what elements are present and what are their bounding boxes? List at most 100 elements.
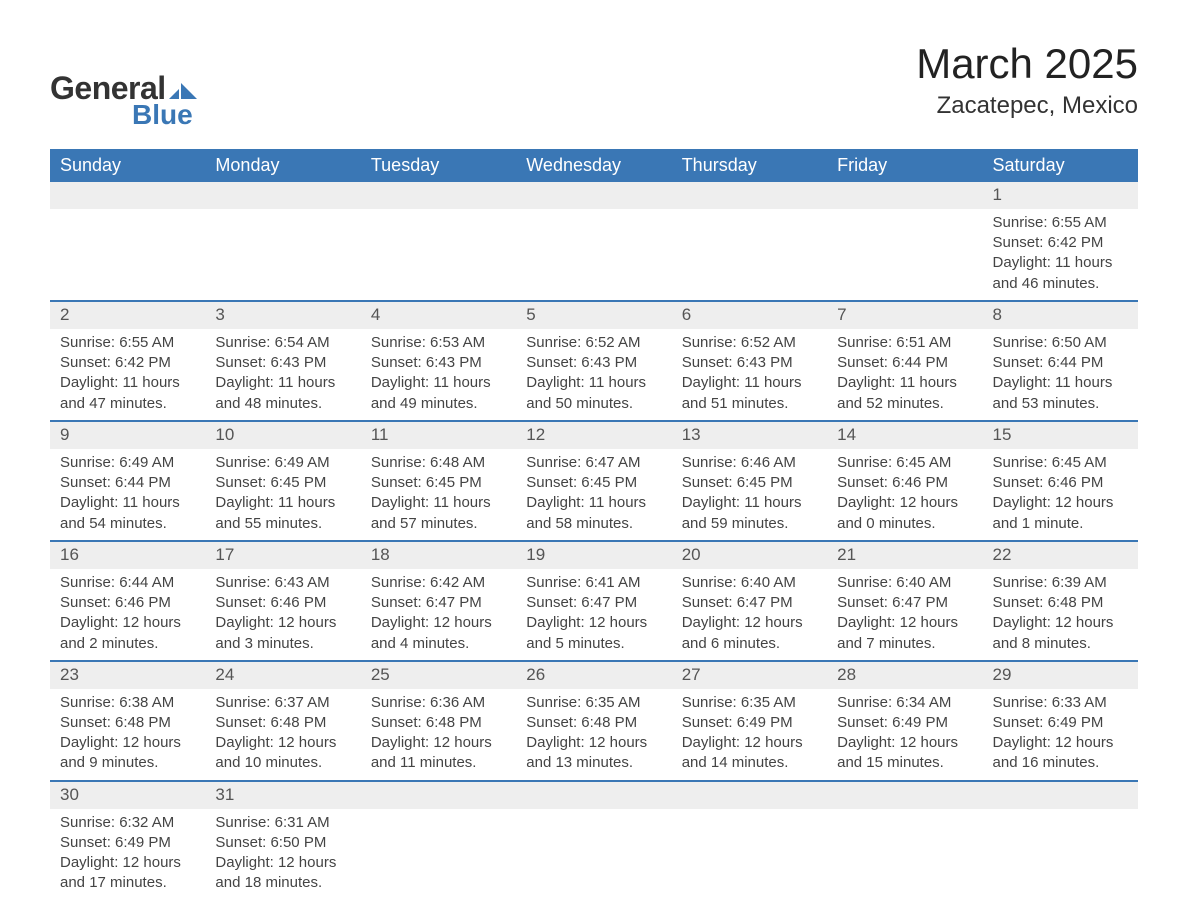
day-header: Wednesday [516, 149, 671, 182]
day-detail-cell: Sunrise: 6:51 AMSunset: 6:44 PMDaylight:… [827, 329, 982, 421]
detail-line: and 14 minutes. [682, 753, 817, 773]
detail-line: Daylight: 12 hours [993, 733, 1128, 753]
day-number-row: 9101112131415 [50, 421, 1138, 449]
detail-line: Sunrise: 6:55 AM [60, 333, 195, 353]
day-detail-row: Sunrise: 6:32 AMSunset: 6:49 PMDaylight:… [50, 809, 1138, 900]
day-number-cell: 15 [983, 421, 1138, 449]
day-number-cell: 6 [672, 301, 827, 329]
detail-line: Sunrise: 6:40 AM [682, 573, 817, 593]
detail-line: Sunset: 6:43 PM [371, 353, 506, 373]
detail-line: and 50 minutes. [526, 394, 661, 414]
detail-line: Daylight: 12 hours [526, 733, 661, 753]
day-detail-row: Sunrise: 6:55 AMSunset: 6:42 PMDaylight:… [50, 209, 1138, 301]
detail-line: Daylight: 12 hours [371, 613, 506, 633]
day-detail-cell: Sunrise: 6:34 AMSunset: 6:49 PMDaylight:… [827, 689, 982, 781]
day-number-cell: 3 [205, 301, 360, 329]
day-number-cell: 13 [672, 421, 827, 449]
day-number-row: 2345678 [50, 301, 1138, 329]
day-header-row: SundayMondayTuesdayWednesdayThursdayFrid… [50, 149, 1138, 182]
detail-line: Sunrise: 6:43 AM [215, 573, 350, 593]
day-detail-cell [516, 809, 671, 900]
day-number-cell: 25 [361, 661, 516, 689]
day-detail-cell: Sunrise: 6:31 AMSunset: 6:50 PMDaylight:… [205, 809, 360, 900]
day-number-cell: 27 [672, 661, 827, 689]
detail-line: and 8 minutes. [993, 634, 1128, 654]
detail-line: Sunrise: 6:38 AM [60, 693, 195, 713]
day-detail-cell [983, 809, 1138, 900]
day-detail-cell: Sunrise: 6:48 AMSunset: 6:45 PMDaylight:… [361, 449, 516, 541]
detail-line: and 49 minutes. [371, 394, 506, 414]
day-detail-cell [672, 809, 827, 900]
day-detail-cell: Sunrise: 6:53 AMSunset: 6:43 PMDaylight:… [361, 329, 516, 421]
detail-line: Sunset: 6:45 PM [526, 473, 661, 493]
day-detail-cell: Sunrise: 6:41 AMSunset: 6:47 PMDaylight:… [516, 569, 671, 661]
detail-line: Daylight: 11 hours [371, 493, 506, 513]
detail-line: Sunrise: 6:47 AM [526, 453, 661, 473]
detail-line: Sunset: 6:50 PM [215, 833, 350, 853]
day-detail-row: Sunrise: 6:44 AMSunset: 6:46 PM Daylight:… [50, 569, 1138, 661]
detail-line: and 46 minutes. [993, 274, 1128, 294]
detail-line: Sunset: 6:44 PM [60, 473, 195, 493]
detail-line: and 54 minutes. [60, 514, 195, 534]
detail-line: Sunrise: 6:37 AM [215, 693, 350, 713]
detail-line: Daylight: 12 hours [371, 733, 506, 753]
detail-line: Sunrise: 6:48 AM [371, 453, 506, 473]
detail-line: and 6 minutes. [682, 634, 817, 654]
detail-line: Daylight: 11 hours [215, 493, 350, 513]
day-number-cell [361, 182, 516, 209]
detail-line: Sunrise: 6:46 AM [682, 453, 817, 473]
day-detail-cell: Sunrise: 6:47 AMSunset: 6:45 PMDaylight:… [516, 449, 671, 541]
day-detail-cell: Sunrise: 6:46 AMSunset: 6:45 PMDaylight:… [672, 449, 827, 541]
day-detail-row: Sunrise: 6:49 AM Sunset: 6:44 PM Daylight:… [50, 449, 1138, 541]
day-header: Thursday [672, 149, 827, 182]
detail-line: Sunrise: 6:35 AM [682, 693, 817, 713]
title-block: March 2025 Zacatepec, Mexico [916, 40, 1138, 120]
day-detail-cell [827, 209, 982, 301]
detail-line: Daylight: 12 hours [526, 613, 661, 633]
detail-line: Sunrise: 6:39 AM [993, 573, 1128, 593]
detail-line: and 18 minutes. [215, 873, 350, 893]
day-number-cell: 20 [672, 541, 827, 569]
detail-line: Daylight: 12 hours [837, 733, 972, 753]
detail-line: Sunrise: 6:34 AM [837, 693, 972, 713]
detail-line: Daylight: 11 hours [993, 373, 1128, 393]
detail-line: Sunset: 6:48 PM [993, 593, 1128, 613]
detail-line: Sunset: 6:47 PM [526, 593, 661, 613]
detail-line: Sunrise: 6:49 AM [215, 453, 350, 473]
detail-line: Daylight: 12 hours [993, 613, 1128, 633]
detail-line: Daylight: 11 hours [993, 253, 1128, 273]
day-number-cell: 16 [50, 541, 205, 569]
detail-line: and 10 minutes. [215, 753, 350, 773]
detail-line: and 7 minutes. [837, 634, 972, 654]
day-detail-cell [50, 209, 205, 301]
detail-line: Daylight: 12 hours [60, 733, 195, 753]
day-detail-cell: Sunrise: 6:42 AMSunset: 6:47 PMDaylight:… [361, 569, 516, 661]
detail-line: and 16 minutes. [993, 753, 1128, 773]
detail-line: and 11 minutes. [371, 753, 506, 773]
detail-line: and 2 minutes. [60, 634, 195, 654]
detail-line: Sunrise: 6:55 AM [993, 213, 1128, 233]
day-number-cell: 8 [983, 301, 1138, 329]
day-number-cell [827, 781, 982, 809]
detail-line: Sunset: 6:46 PM [60, 593, 195, 613]
detail-line: and 55 minutes. [215, 514, 350, 534]
day-header: Monday [205, 149, 360, 182]
day-number-cell: 10 [205, 421, 360, 449]
day-number-cell [516, 781, 671, 809]
day-number-cell [50, 182, 205, 209]
calendar-body: 1 Sunrise: 6:55 AMSunset: 6:42 PMDayligh… [50, 182, 1138, 900]
detail-line: Sunrise: 6:52 AM [526, 333, 661, 353]
detail-line: and 4 minutes. [371, 634, 506, 654]
day-detail-cell: Sunrise: 6:32 AMSunset: 6:49 PMDaylight:… [50, 809, 205, 900]
detail-line: and 53 minutes. [993, 394, 1128, 414]
detail-line: and 51 minutes. [682, 394, 817, 414]
detail-line: Sunset: 6:43 PM [682, 353, 817, 373]
detail-line: Sunrise: 6:44 AM [60, 573, 195, 593]
flag-icon [169, 81, 197, 99]
month-title: March 2025 [916, 40, 1138, 88]
day-number-cell: 9 [50, 421, 205, 449]
detail-line: Sunrise: 6:50 AM [993, 333, 1128, 353]
detail-line: Sunset: 6:48 PM [371, 713, 506, 733]
day-detail-cell [827, 809, 982, 900]
day-detail-cell: Sunrise: 6:54 AMSunset: 6:43 PMDaylight:… [205, 329, 360, 421]
